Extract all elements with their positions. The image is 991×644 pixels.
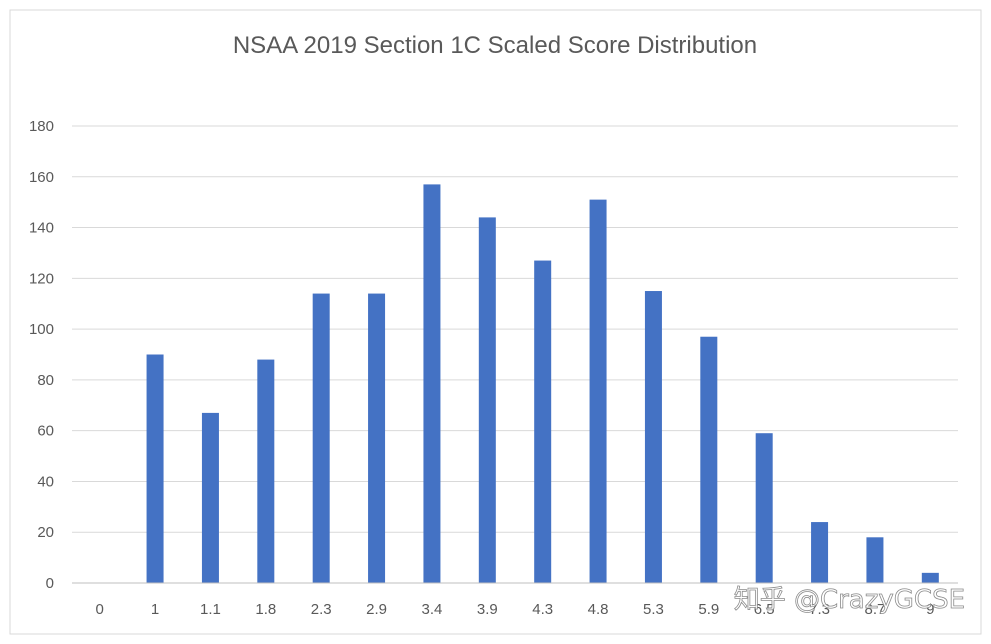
- bar-1.8: [257, 359, 275, 583]
- x-tick-label: 5.9: [698, 601, 719, 618]
- x-tick-label: 2.9: [366, 601, 387, 618]
- bar-5.3: [644, 291, 662, 583]
- x-tick-label: 4.3: [532, 601, 553, 618]
- x-tick-label: 2.3: [311, 601, 332, 618]
- bar-3.9: [478, 217, 496, 583]
- x-tick-label: 3.9: [477, 601, 498, 618]
- y-tick-label: 40: [37, 473, 54, 490]
- y-tick-label: 100: [29, 321, 54, 338]
- y-axis-ticks: 0 20 40 60 80 100 120 140 160 180: [29, 118, 54, 592]
- x-tick-label: 4.8: [588, 601, 609, 618]
- y-tick-label: 0: [46, 575, 54, 592]
- y-tick-label: 180: [29, 118, 54, 135]
- bar-4.8: [589, 199, 607, 583]
- bar-8.7: [866, 537, 884, 583]
- x-tick-label: 6.5: [754, 601, 775, 618]
- gridlines: [72, 125, 958, 533]
- bar-9: [921, 572, 939, 583]
- bar-5.9: [700, 336, 718, 583]
- bar-3.4: [423, 184, 441, 583]
- bar-7.3: [811, 522, 829, 583]
- y-tick-label: 60: [37, 423, 54, 440]
- chart-title: NSAA 2019 Section 1C Scaled Score Distri…: [233, 32, 757, 59]
- y-tick-label: 160: [29, 169, 54, 186]
- bar-2.3: [312, 293, 330, 583]
- x-tick-label: 8.7: [865, 601, 886, 618]
- bar-1.1: [201, 412, 219, 583]
- y-tick-label: 140: [29, 220, 54, 237]
- bar-2.9: [368, 293, 386, 583]
- x-tick-label: 7.3: [809, 601, 830, 618]
- x-tick-label: 5.3: [643, 601, 664, 618]
- y-tick-label: 120: [29, 270, 54, 287]
- y-tick-label: 20: [37, 524, 54, 541]
- x-tick-label: 1: [151, 601, 159, 618]
- x-tick-label: 0: [96, 601, 104, 618]
- x-tick-label: 1.1: [200, 601, 221, 618]
- bar-1: [146, 354, 164, 583]
- bars: [146, 184, 939, 583]
- y-tick-label: 80: [37, 372, 54, 389]
- x-tick-label: 1.8: [255, 601, 276, 618]
- bar-4.3: [534, 260, 552, 583]
- bar-6.5: [755, 433, 773, 583]
- x-tick-label: 3.4: [422, 601, 443, 618]
- watermark: 知乎 @CrazyGCSE: [734, 585, 965, 615]
- x-tick-label: 9: [926, 601, 934, 618]
- x-axis-ticks: 0 1 1.1 1.8 2.3 2.9 3.4 3.9 4.3 4.8 5.3 5.9 6.5 7.3 8.…: [96, 601, 935, 618]
